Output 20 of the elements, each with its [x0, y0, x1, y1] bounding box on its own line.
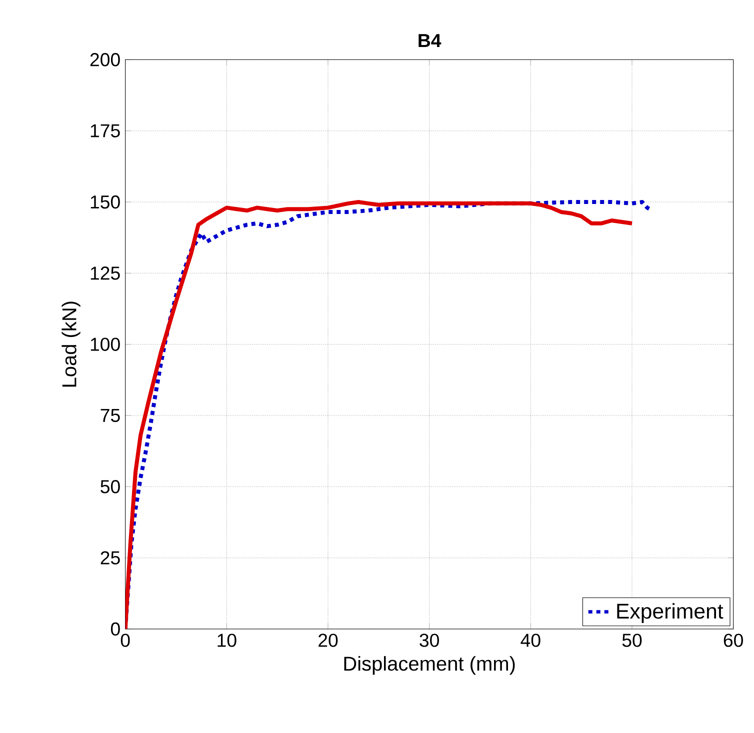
y-tick-label: 150 — [90, 195, 120, 209]
y-tick-label: 200 — [90, 53, 120, 66]
y-tick-label: 175 — [90, 124, 120, 138]
x-tick-label: 60 — [724, 634, 743, 647]
y-tick-label: 50 — [100, 480, 120, 494]
y-tick-label: 0 — [110, 622, 120, 636]
y-tick-label: 125 — [90, 266, 120, 280]
x-tick-label: 30 — [420, 634, 439, 647]
y-axis-title: Load (kN) — [62, 302, 80, 387]
x-tick-label: 20 — [318, 634, 338, 647]
legend-label: Experiment — [617, 603, 724, 623]
y-tick-label: 25 — [100, 551, 120, 564]
chart-title: B4 — [418, 34, 442, 47]
x-axis-title: Displacement (mm) — [344, 656, 515, 675]
x-tick-label: 0 — [120, 634, 130, 647]
x-tick-label: 40 — [520, 634, 540, 647]
x-tick-label: 50 — [622, 634, 642, 647]
x-tick-label: 10 — [218, 634, 236, 647]
y-tick-label: 100 — [90, 338, 120, 351]
y-tick-label: 75 — [100, 408, 120, 422]
